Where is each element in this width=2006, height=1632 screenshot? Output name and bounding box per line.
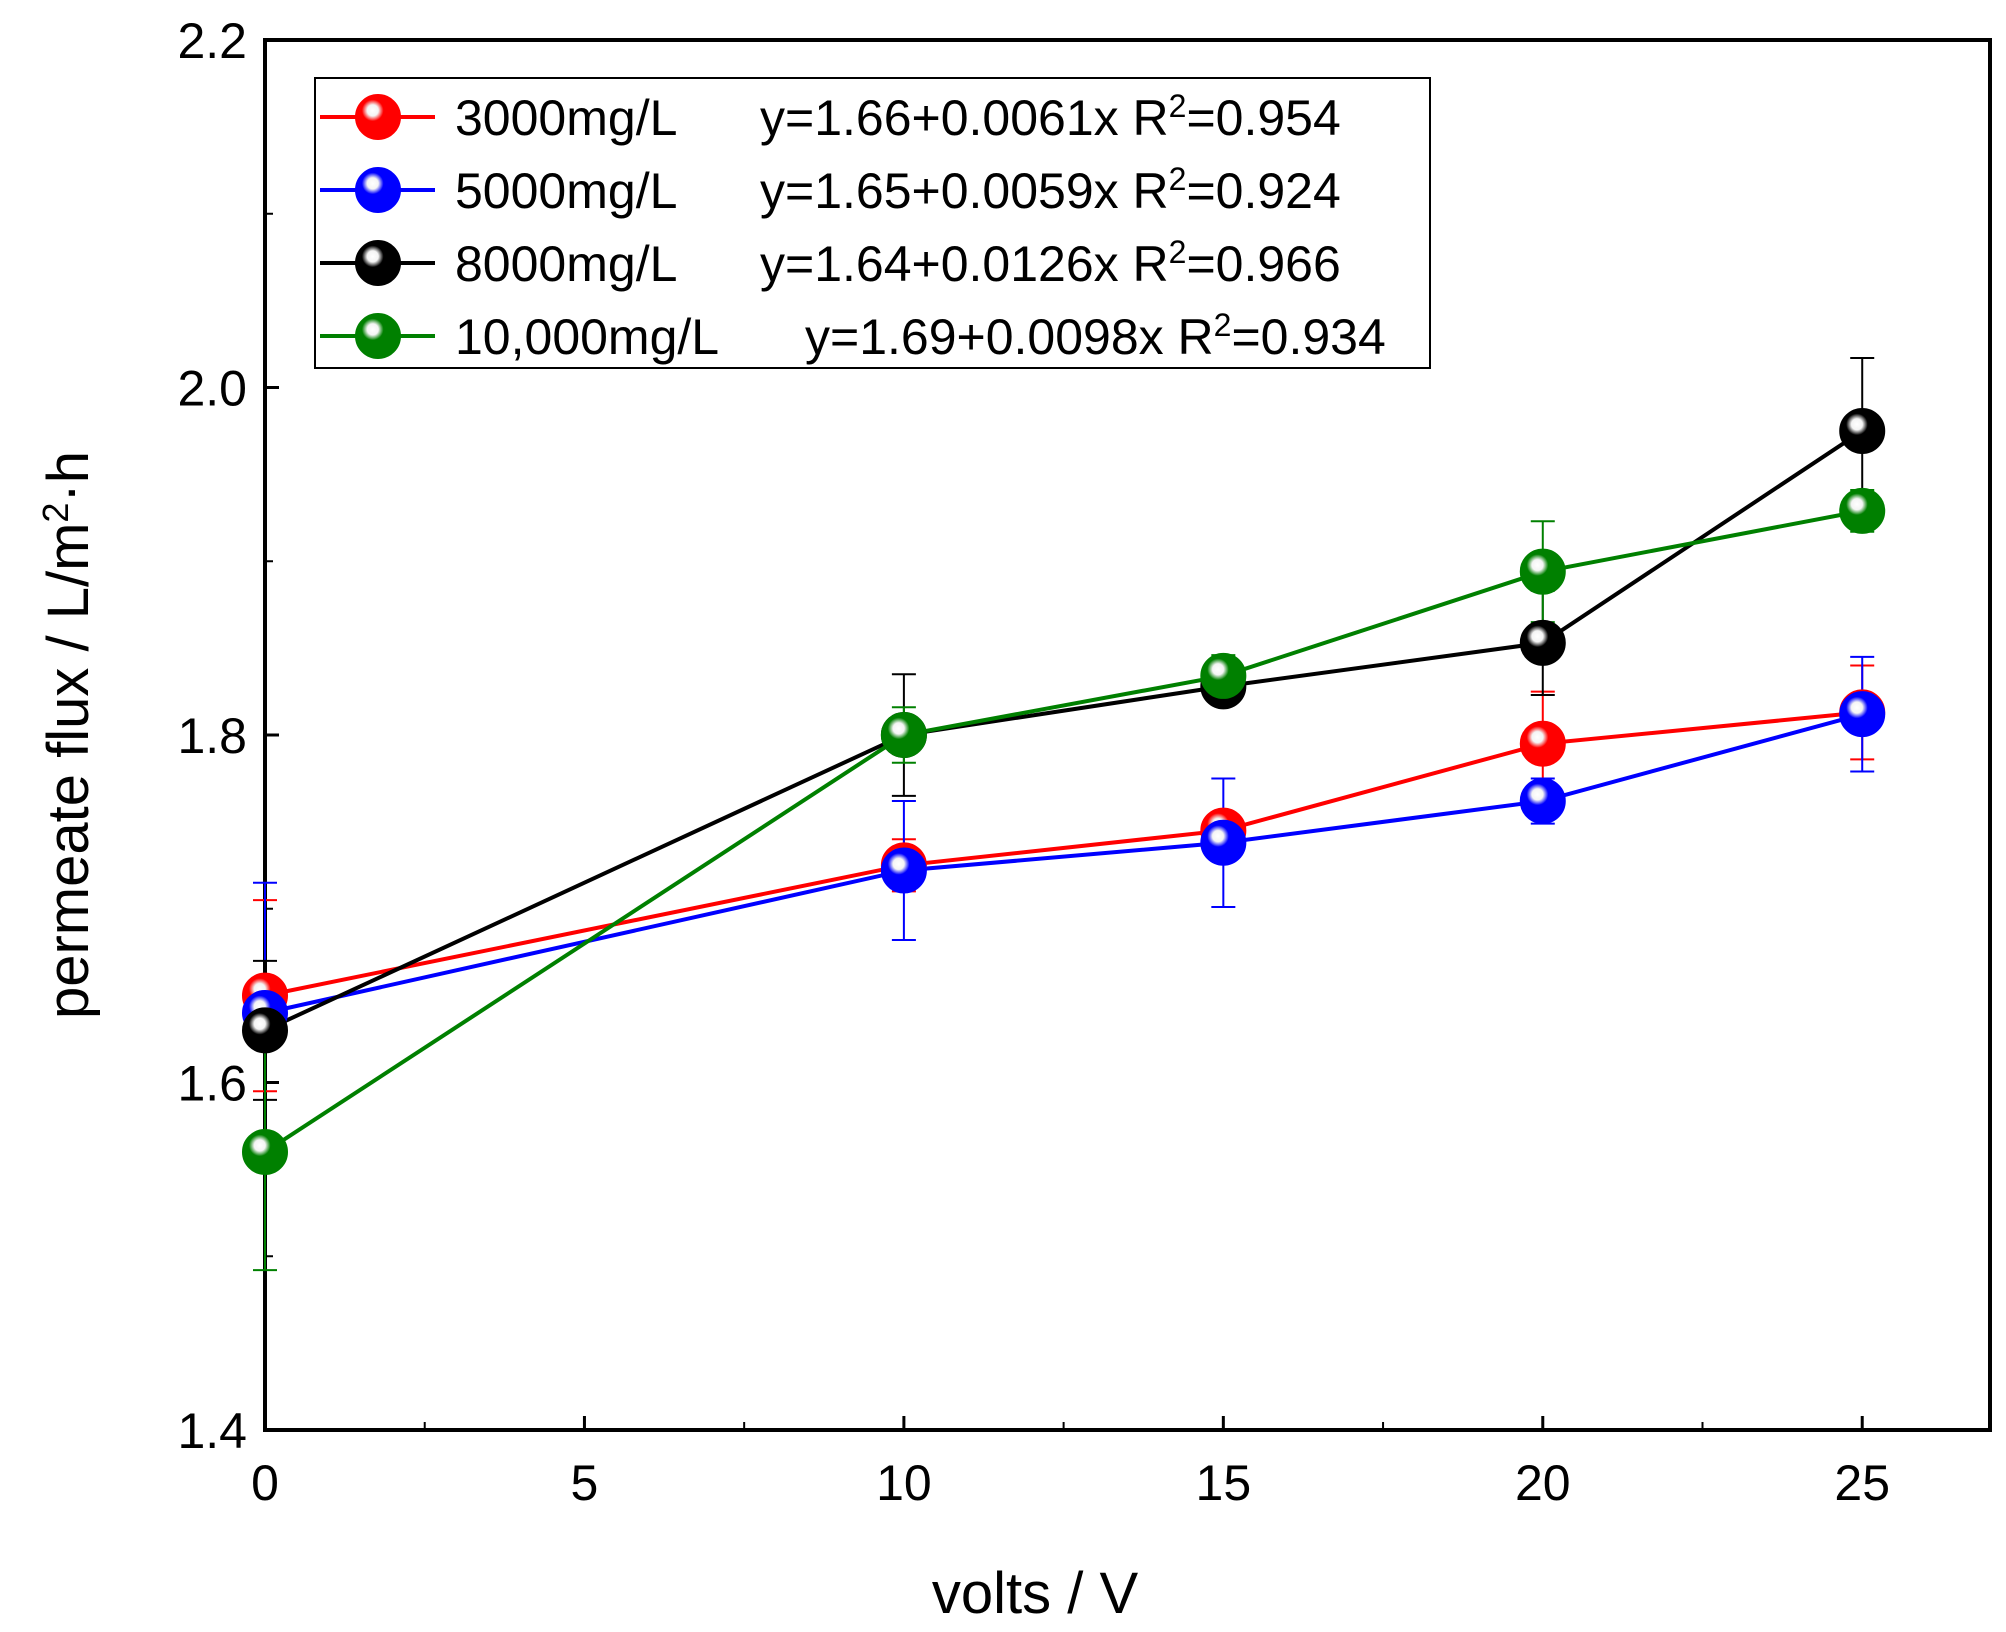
legend-equation: y=1.64+0.0126x R2=0.966	[760, 234, 1341, 292]
legend-r2-sup: 2	[1214, 307, 1232, 343]
legend-entry: 5000mg/L y=1.65+0.0059x R2=0.924	[320, 161, 1341, 219]
series-line	[264, 712, 1863, 1015]
y-tick-label: 2.2	[177, 13, 247, 69]
legend-equation: y=1.69+0.0098x R2=0.934	[805, 307, 1386, 365]
data-point	[1200, 652, 1247, 699]
series-4	[253, 489, 1875, 1272]
y-tick-label: 1.6	[177, 1056, 247, 1112]
legend-series-name: 8000mg/L	[455, 236, 677, 292]
series-line	[263, 508, 1863, 1154]
data-point	[242, 1129, 288, 1175]
y-tick-label: 1.4	[177, 1403, 247, 1459]
x-tick-label: 5	[571, 1455, 599, 1511]
x-axis-ticks: 0 5 10 15 20 25	[251, 1416, 1890, 1511]
x-tick-label: 15	[1196, 1455, 1252, 1511]
data-point	[1519, 778, 1566, 825]
legend-series-name: 5000mg/L	[455, 163, 677, 219]
series-line	[264, 710, 1863, 998]
legend-box	[314, 77, 1431, 369]
legend-r2-value: =0.966	[1186, 236, 1340, 292]
data-point	[880, 712, 927, 758]
legend-marker	[355, 167, 401, 213]
x-tick-label: 20	[1515, 1455, 1571, 1511]
legend-marker	[355, 313, 401, 359]
legend-r2-sup: 2	[1169, 88, 1187, 124]
legend-series-name: 10,000mg/L	[455, 309, 719, 365]
legend-entry: 10,000mg/L y=1.69+0.0098x R2=0.934	[320, 307, 1386, 365]
legend-equation: y=1.66+0.0061x R2=0.954	[760, 88, 1341, 146]
legend-r2-value: =0.954	[1186, 90, 1340, 146]
series-layer	[242, 356, 1886, 1272]
series-3	[253, 356, 1875, 1101]
legend-marker	[355, 94, 401, 140]
y-axis-label-main: permeate flux / L/m	[36, 523, 101, 1019]
legend-r2-sup: 2	[1169, 234, 1187, 270]
legend-entry: 3000mg/L y=1.66+0.0061x R2=0.954	[320, 88, 1341, 146]
y-tick-label: 2.0	[177, 361, 247, 417]
legend-r2-value: =0.934	[1231, 309, 1385, 365]
x-tick-label: 0	[251, 1455, 279, 1511]
data-point	[242, 1007, 288, 1054]
y-axis-label-sup: 2	[35, 503, 76, 523]
series-2-markers	[242, 691, 1886, 1036]
legend-r2-label: R	[1133, 236, 1169, 292]
x-axis-label: volts / V	[932, 1561, 1139, 1626]
legend-marker	[355, 240, 401, 286]
y-axis-label: permeate flux / L/m2·h	[35, 451, 102, 1019]
y-axis-label-tail: ·h	[36, 451, 101, 503]
series-line	[264, 429, 1864, 1033]
series-1	[253, 664, 1875, 1093]
legend-entry: 8000mg/L y=1.64+0.0126x R2=0.966	[320, 234, 1341, 292]
data-point	[1839, 487, 1886, 534]
data-point	[1200, 819, 1247, 866]
legend-equation-text: y=1.66+0.0061x	[760, 90, 1133, 146]
data-point	[1519, 720, 1566, 767]
legend-r2-label: R	[1133, 90, 1169, 146]
series-4-markers	[242, 487, 1886, 1175]
legend-r2-label: R	[1133, 163, 1169, 219]
legend-equation-text: y=1.64+0.0126x	[760, 236, 1133, 292]
legend-r2-value: =0.924	[1186, 163, 1340, 219]
legend-r2-label: R	[1178, 309, 1214, 365]
data-point	[1519, 548, 1566, 595]
series-3-markers	[242, 407, 1886, 1054]
x-tick-label: 25	[1834, 1455, 1890, 1511]
y-tick-label: 1.8	[177, 708, 247, 764]
legend-equation-text: y=1.69+0.0098x	[805, 309, 1178, 365]
data-point	[1519, 619, 1566, 666]
series-1-markers	[242, 689, 1886, 1019]
data-point	[1839, 691, 1886, 738]
data-point	[1839, 407, 1886, 454]
data-point	[880, 847, 927, 894]
legend-r2-sup: 2	[1169, 161, 1187, 197]
x-tick-label: 10	[876, 1455, 932, 1511]
y-axis-ticks: 1.4 1.6 1.8 2.0 2.2	[177, 13, 279, 1459]
legend-equation: y=1.65+0.0059x R2=0.924	[760, 161, 1341, 219]
legend-equation-text: y=1.65+0.0059x	[760, 163, 1133, 219]
legend-series-name: 3000mg/L	[455, 90, 677, 146]
series-2	[253, 655, 1875, 1145]
